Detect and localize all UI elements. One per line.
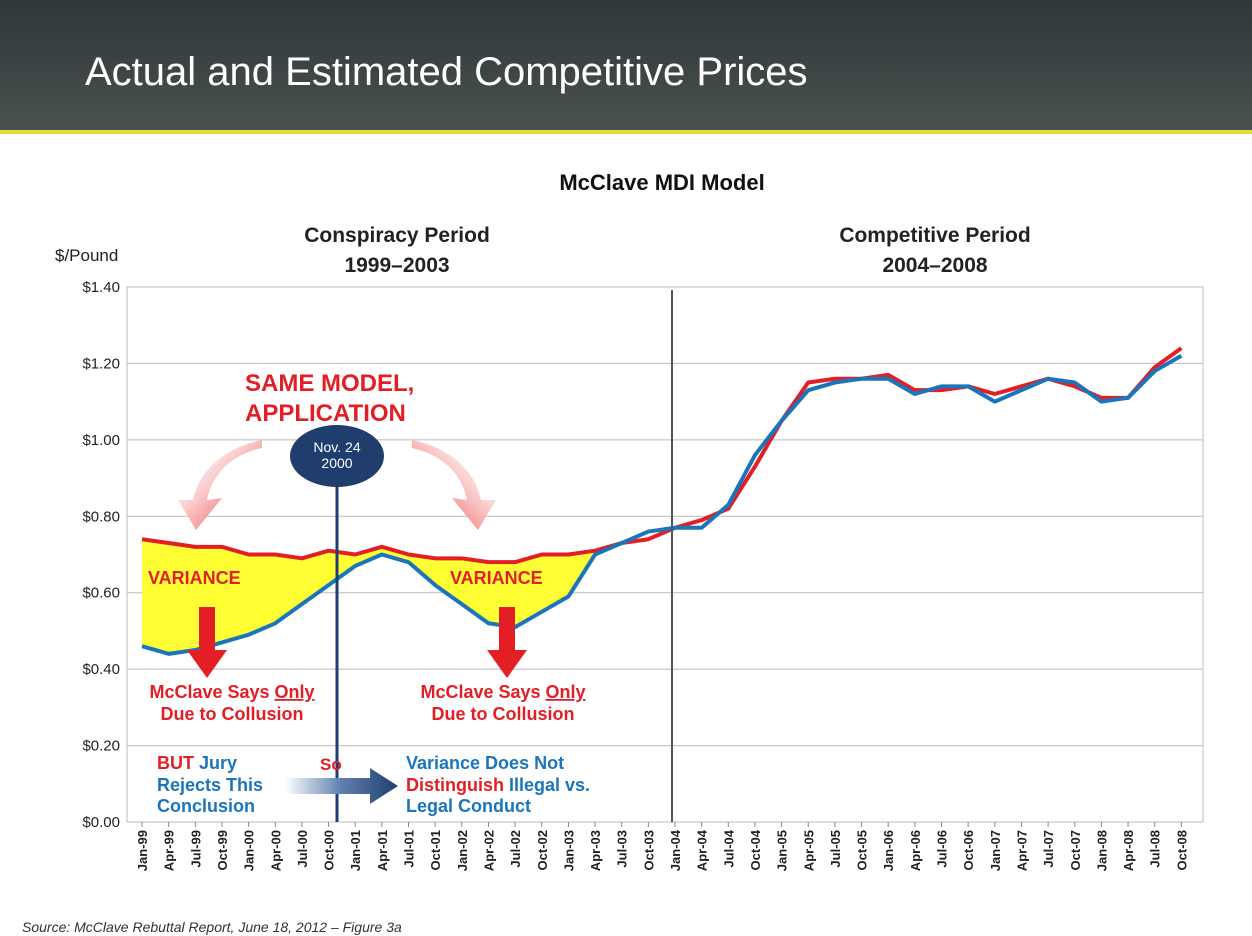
callout: Conclusion <box>157 796 255 816</box>
x-tick-label: Jan-07 <box>988 830 1003 871</box>
annotations: SAME MODEL, APPLICATION Nov. 24 2000 VAR… <box>148 290 673 822</box>
x-tick-label: Jul-05 <box>828 830 843 868</box>
x-tick-label: Jul-02 <box>508 830 523 868</box>
x-tick-label: Jul-00 <box>295 830 310 868</box>
x-tick-label: Jan-00 <box>242 830 257 871</box>
x-tick-label: Jul-01 <box>402 830 417 868</box>
x-tick-label: Apr-03 <box>588 830 603 871</box>
callout: So <box>320 755 342 774</box>
callout: APPLICATION <box>245 400 406 427</box>
x-tick-label: Apr-00 <box>268 830 283 871</box>
y-tick-label: $0.60 <box>82 585 120 602</box>
x-tick-label: Jan-99 <box>135 830 150 871</box>
x-tick-label: Oct-04 <box>748 829 763 870</box>
callout-emphasis: Only <box>546 682 586 702</box>
x-tick-label: Apr-01 <box>375 830 390 871</box>
callout-text: Illegal vs. <box>509 775 590 795</box>
x-tick-label: Apr-07 <box>1014 830 1029 871</box>
so-arrow <box>285 768 398 804</box>
title-rule <box>0 130 1252 134</box>
period-label: 1999–2003 <box>344 254 449 277</box>
x-tick-label: Jan-02 <box>455 830 470 871</box>
x-tick-label: Jan-03 <box>561 830 576 871</box>
x-tick-label: Apr-04 <box>695 829 710 871</box>
x-tick-label: Oct-03 <box>641 830 656 870</box>
callout-emphasis: BUT <box>157 753 194 773</box>
x-tick-label: Jul-08 <box>1148 830 1163 868</box>
callout: BUT Jury <box>157 753 237 773</box>
callout: McClave Says Only <box>420 682 585 702</box>
x-tick-label: Jan-04 <box>668 829 683 871</box>
y-tick-label: $1.20 <box>82 355 120 372</box>
x-tick-label: Oct-99 <box>215 830 230 870</box>
series-line <box>141 354 1183 656</box>
callout-text: Jury <box>199 753 237 773</box>
callout: Distinguish Illegal vs. <box>406 775 590 795</box>
x-tick-label: Oct-05 <box>855 830 870 870</box>
y-tick-label: $1.40 <box>82 279 120 296</box>
plot: $0.00 $0.20 $0.40 $0.60 $0.80 $1.00 $1.20 $1.40… <box>82 279 1204 871</box>
variance-label: VARIANCE <box>450 568 543 588</box>
chart-title: McClave MDI Model <box>559 170 764 195</box>
curved-arrow <box>178 440 262 530</box>
y-tick-label: $1.00 <box>82 432 120 449</box>
callout: Due to Collusion <box>161 704 304 724</box>
x-tick-label: Apr-06 <box>908 830 923 871</box>
x-tick-label: Jul-03 <box>615 830 630 868</box>
x-tick-label: Jul-04 <box>721 829 736 867</box>
slide-title: Actual and Estimated Competitive Prices <box>85 50 808 94</box>
x-tick-label: Jul-99 <box>188 830 203 868</box>
x-tick-label: Jul-06 <box>935 830 950 868</box>
event-badge <box>290 425 384 487</box>
plot-area <box>126 286 1204 823</box>
x-tick-label: Jul-07 <box>1041 830 1056 868</box>
y-tick-label: $0.80 <box>82 508 120 525</box>
x-tick-label: Jan-05 <box>775 830 790 871</box>
callout: SAME MODEL, <box>245 370 414 397</box>
curved-arrow <box>412 440 496 530</box>
callout-emphasis: Distinguish <box>406 775 504 795</box>
x-tick-label: Jan-01 <box>348 830 363 871</box>
y-tick-label: $0.00 <box>82 814 120 831</box>
x-tick-label: Apr-05 <box>801 830 816 871</box>
variance-label: VARIANCE <box>148 568 241 588</box>
y-tick-label: $0.20 <box>82 738 120 755</box>
period-label: Competitive Period <box>839 224 1030 247</box>
period-label: Conspiracy Period <box>304 224 490 247</box>
callout: Variance Does Not <box>406 753 564 773</box>
callout: Due to Collusion <box>432 704 575 724</box>
callout-text: McClave Says <box>149 682 274 702</box>
series-line <box>141 346 1183 565</box>
down-arrow <box>187 607 227 678</box>
x-tick-label: Jan-06 <box>881 830 896 871</box>
title-bar <box>0 0 1252 130</box>
y-axis-label: $/Pound <box>55 246 118 265</box>
event-label: 2000 <box>321 455 352 471</box>
source-note: Source: McClave Rebuttal Report, June 18… <box>22 919 402 935</box>
x-tick-label: Apr-02 <box>481 830 496 871</box>
x-tick-label: Apr-99 <box>162 830 177 871</box>
x-tick-label: Oct-07 <box>1068 830 1083 870</box>
callout: McClave Says Only <box>149 682 314 702</box>
x-tick-label: Oct-08 <box>1174 830 1189 870</box>
x-tick-label: Oct-00 <box>322 830 337 870</box>
x-tick-label: Oct-02 <box>535 830 550 870</box>
x-tick-label: Apr-08 <box>1121 830 1136 871</box>
x-tick-label: Oct-06 <box>961 830 976 870</box>
event-label: Nov. 24 <box>313 439 360 455</box>
period-label: 2004–2008 <box>882 254 987 277</box>
x-tick-label: Oct-01 <box>428 830 443 870</box>
callout: Rejects This <box>157 775 263 795</box>
callout: Legal Conduct <box>406 796 531 816</box>
x-tick-label: Jan-08 <box>1094 830 1109 871</box>
callout-text: McClave Says <box>420 682 545 702</box>
y-tick-label: $0.40 <box>82 661 120 678</box>
callout-emphasis: Only <box>275 682 315 702</box>
down-arrow <box>487 607 527 678</box>
